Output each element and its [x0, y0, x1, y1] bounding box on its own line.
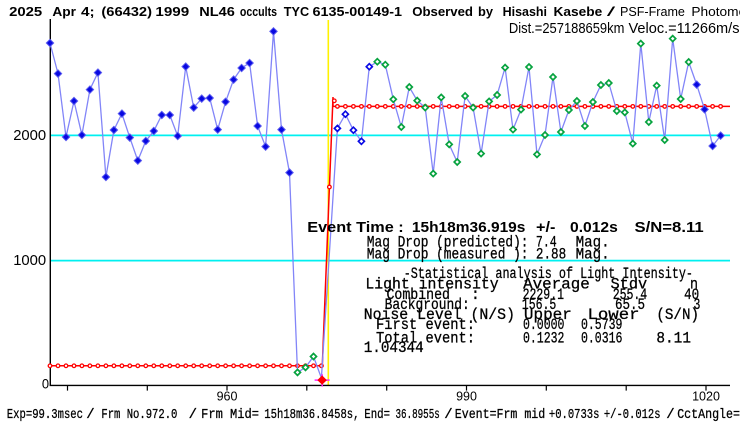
svg-text:1000: 1000 [13, 252, 46, 269]
svg-text:0: 0 [42, 375, 49, 391]
svg-text:-Statistical analysis of Light: -Statistical analysis of Light Intensity… [404, 265, 693, 283]
svg-text:Event Time :15h18m36.919s+/-0.: Event Time :15h18m36.919s +/- 0.012s S/N=8.… [307, 219, 703, 236]
svg-text:2000: 2000 [13, 127, 46, 144]
svg-text:Exp=99.3msec/Frm No.972.0/Frm: Exp=99.3msec / Frm No.972.0/Frm Mid= 15h18m… [7, 407, 740, 423]
svg-text:/PSF-FramePhotometry: /PSF-FramePhotometry [607, 4, 740, 19]
svg-text:1.04344: 1.04344 [364, 339, 424, 357]
svg-text:Background:156.565.53: Background: 156.5 65.5 3 [385, 296, 701, 314]
